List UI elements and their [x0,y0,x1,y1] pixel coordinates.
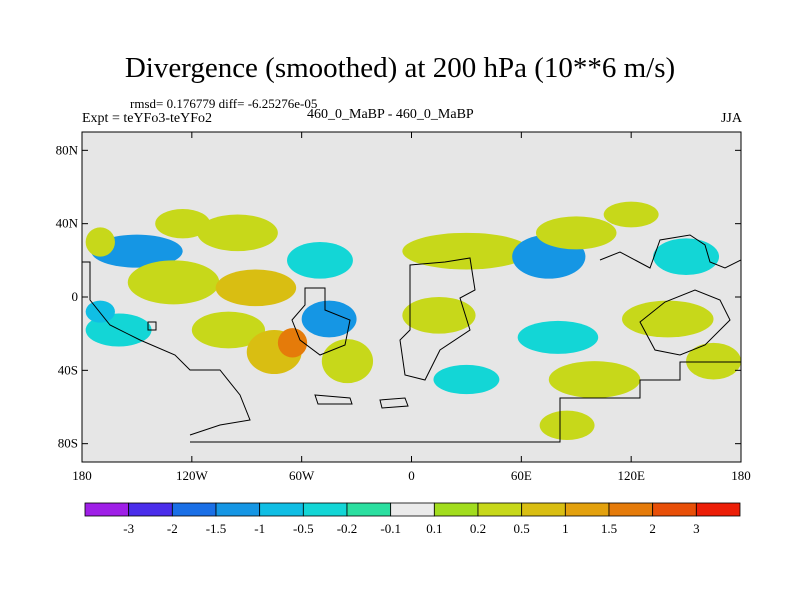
colorbar-label: 3 [693,521,700,536]
divergence-region-25 [539,410,595,441]
colorbar-label: -0.2 [337,521,358,536]
colorbar-label: -3 [123,521,134,536]
lon-tick-label: 180 [731,468,751,483]
lat-tick-label: 0 [72,289,79,304]
coastline-layer [82,234,741,443]
colorbar-label: 2 [649,521,656,536]
colorbar-label: 0.1 [426,521,442,536]
season-label: JJA [720,111,742,126]
divergence-region-17 [535,216,617,250]
coastline-asia [599,234,741,269]
divergence-region-11 [287,242,353,279]
divergence-region-15 [402,232,531,270]
rmsd-diff-stats: rmsd= 0.176779 diff= -6.25276e-05 [130,96,318,111]
colorbar-swatch-12 [608,502,654,517]
colorbar-swatch-8 [433,502,479,517]
lon-tick-label: 60W [289,468,315,483]
divergence-region-4 [85,227,115,257]
coastline-americas [82,261,251,436]
lon-tick-label: 60E [511,468,532,483]
lon-tick-label: 0 [408,468,415,483]
coastline-islands [147,321,409,409]
divergence-region-2 [127,260,220,305]
divergence-region-12 [301,300,357,338]
colorbar-swatch-2 [171,502,217,517]
colorbar-label: -1.5 [206,521,227,536]
divergence-region-24 [433,364,500,395]
lat-tick-label: 80S [58,436,78,451]
coastline-australia [639,289,731,356]
divergence-region-5 [85,300,115,323]
divergence-region-22 [517,320,599,354]
lon-tick-label: 120E [617,468,645,483]
divergence-region-20 [622,300,714,338]
experiment-label: Expt = teYFo3-teYFo2 [82,111,212,126]
colorbar-swatch-5 [302,502,348,517]
divergence-region-6 [191,311,266,349]
lat-tick-label: 80N [56,142,79,157]
colorbar-swatch-7 [390,502,435,517]
colorbar-swatch-11 [564,502,610,517]
colorbar-label: -2 [167,521,178,536]
longitude-axis: 180 120W 60W 0 60E 120E 180 [72,132,751,483]
lat-tick-label: 40N [56,216,79,231]
contour-fill-layer [82,132,741,462]
colorbar-swatch-6 [346,502,392,517]
lat-tick-label: 40S [58,362,78,377]
divergence-region-3 [155,209,211,239]
divergence-region-13 [321,339,374,384]
divergence-region-7 [215,269,297,307]
divergence-region-10 [277,328,308,358]
colorbar-label: 1.5 [601,521,617,536]
colorbar-swatch-13 [652,502,697,517]
divergence-region-21 [686,342,741,380]
colorbar-swatch-10 [521,502,566,517]
coastline-africa [399,257,476,381]
colorbar: -3 -2 -1.5 -1 -0.5 -0.2 -0.1 0.1 0.2 0.5 1 1.5 2 3 [84,502,741,536]
divergence-region-23 [548,361,641,398]
divergence-region-19 [653,238,720,275]
colorbar-label: -0.5 [293,521,314,536]
latitude-axis: 80N 40N 0 40S 80S [56,142,741,451]
colorbar-label: 0.5 [514,521,530,536]
colorbar-label: -0.1 [380,521,401,536]
colorbar-swatch-1 [128,502,173,517]
run-comparison-label: 460_0_MaBP - 460_0_MaBP [307,107,474,122]
colorbar-label: 0.2 [470,521,486,536]
colorbar-label: 1 [562,521,569,536]
plot-title: Divergence (smoothed) at 200 hPa (10**6 … [124,52,676,84]
coastline-south-america [291,287,351,356]
divergence-region-18 [603,201,659,228]
colorbar-label: -1 [254,521,265,536]
colorbar-swatch-14 [695,502,741,517]
divergence-region-8 [197,214,278,252]
divergence-region-14 [402,297,476,334]
colorbar-swatch-3 [215,502,261,517]
lon-tick-label: 180 [72,468,92,483]
colorbar-swatch-4 [259,502,304,517]
colorbar-swatch-9 [477,502,523,517]
lon-tick-label: 120W [176,468,209,483]
colorbar-swatch-0 [84,502,130,517]
coastline-antarctica [190,361,741,443]
